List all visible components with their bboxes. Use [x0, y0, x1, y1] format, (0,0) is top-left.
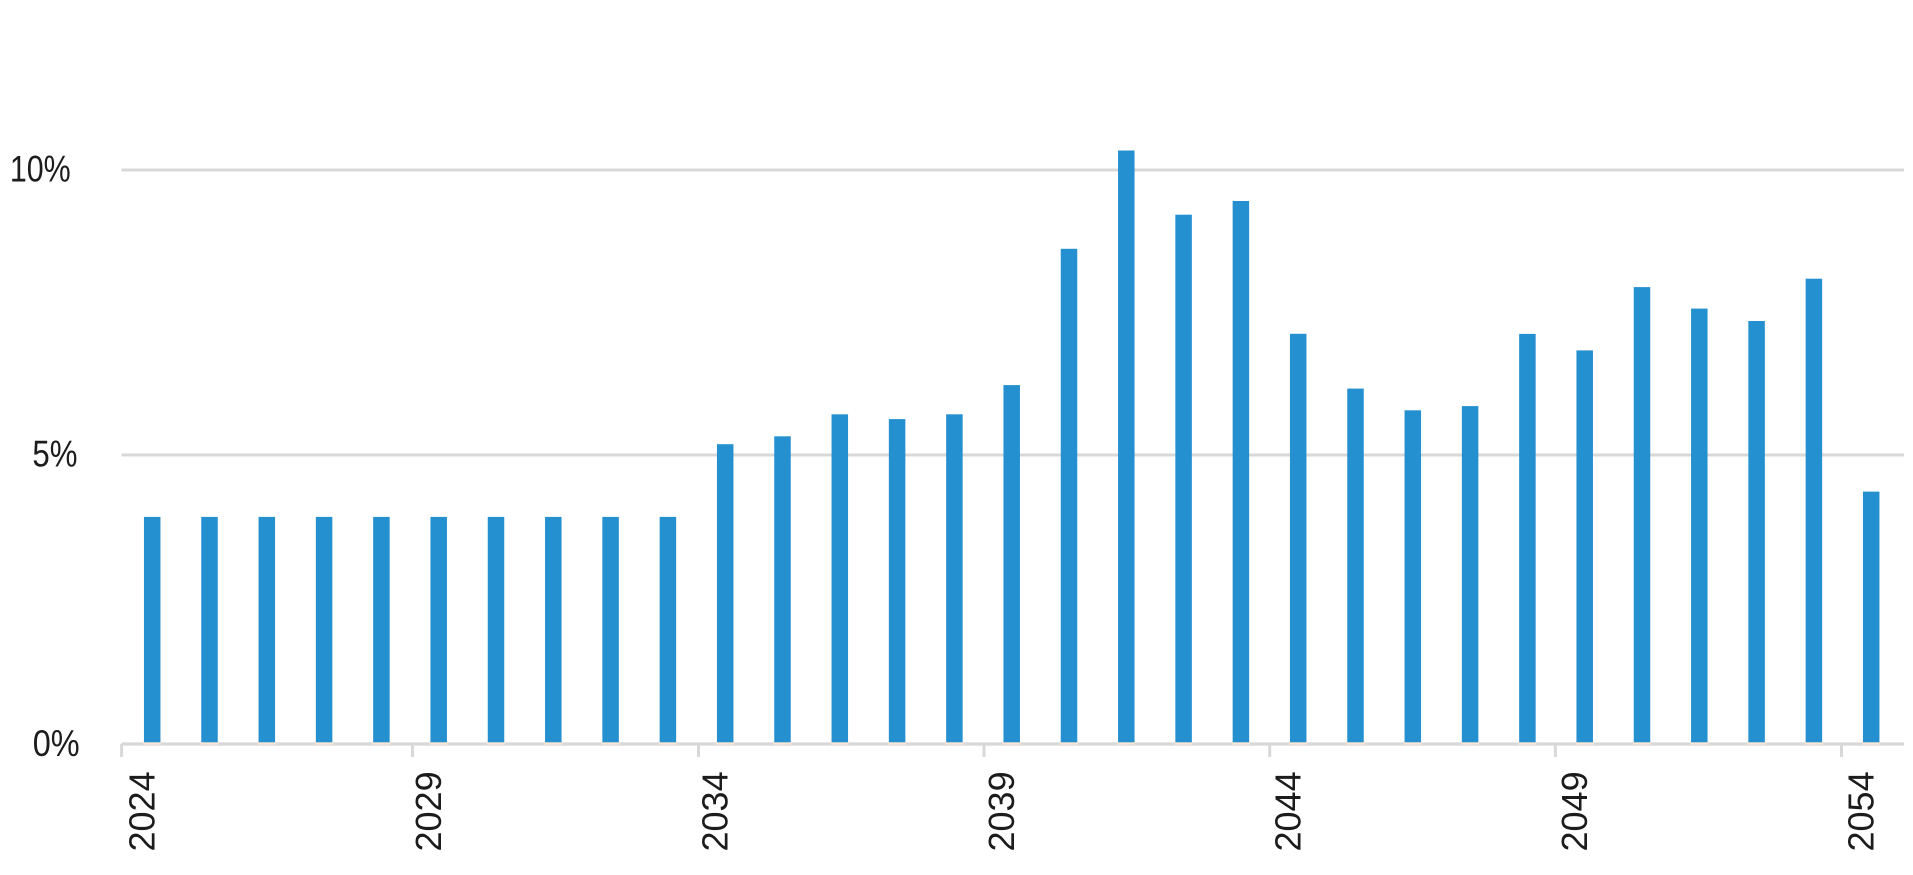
svg-text:10%: 10% [10, 149, 71, 191]
svg-text:2039: 2039 [981, 771, 1022, 851]
svg-text:2029: 2029 [408, 771, 449, 851]
svg-text:2034: 2034 [694, 771, 735, 851]
svg-text:2049: 2049 [1554, 771, 1595, 851]
svg-text:2054: 2054 [1840, 771, 1881, 851]
svg-text:2044: 2044 [1267, 771, 1308, 851]
svg-text:0%: 0% [33, 723, 80, 764]
svg-text:5%: 5% [32, 434, 77, 475]
svg-text:2024: 2024 [121, 771, 162, 851]
